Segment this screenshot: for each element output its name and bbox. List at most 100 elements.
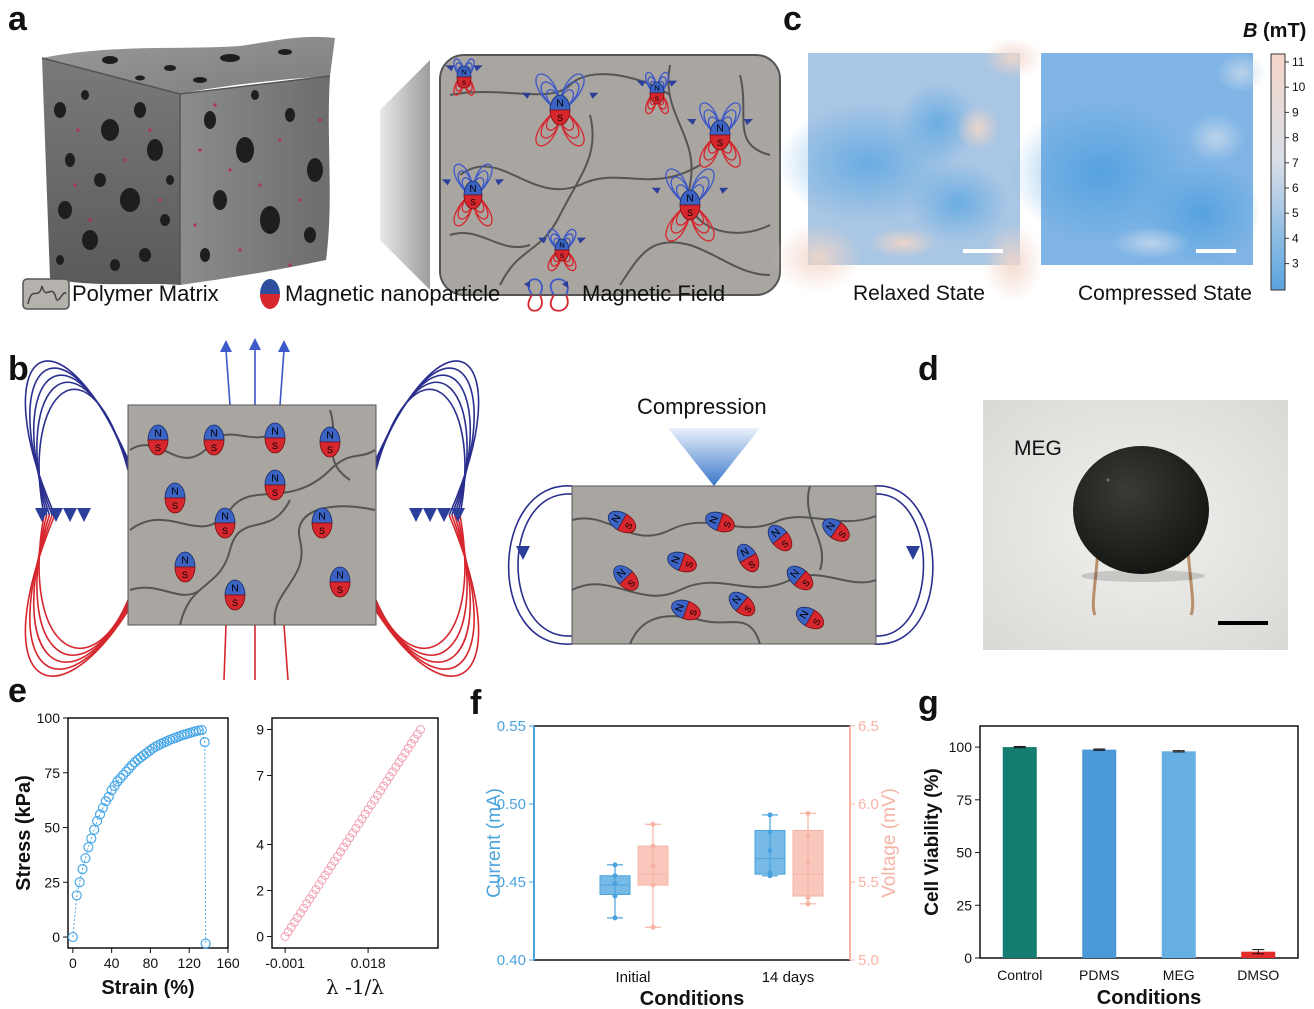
right-y-tick-label: 5.5 — [858, 874, 879, 891]
field-line-left-top — [36, 381, 129, 516]
north-pole — [667, 551, 686, 571]
south-pole — [214, 522, 236, 539]
data-point — [612, 873, 618, 879]
data-point — [805, 860, 811, 866]
legend-field-label: Magnetic Field — [582, 281, 726, 306]
legend-nanoparticle-label: Magnetic nanoparticle — [285, 281, 501, 306]
field-line-north — [689, 168, 715, 206]
field-arrow — [473, 65, 483, 72]
south-pole — [329, 581, 351, 598]
north-label: N — [559, 241, 565, 250]
south-pole — [203, 439, 225, 456]
cell-viability-bar-chart: 0 25 50 75 100 Cell Viability (%) Conditions Co… — [922, 725, 1299, 1009]
nanoparticle-legend-icon — [260, 279, 280, 309]
field-line-south — [699, 134, 721, 168]
north-pole — [264, 422, 286, 439]
x-tick-label: 80 — [143, 955, 159, 971]
stress-strain-line — [72, 729, 207, 944]
category-label: Initial — [615, 969, 650, 986]
data-point — [767, 848, 773, 854]
north-pole — [607, 510, 628, 531]
south-label: S — [272, 441, 278, 451]
magnetic-nanoparticle: NS — [607, 510, 637, 534]
south-label: S — [272, 488, 278, 498]
y-tick-label: 4 — [256, 837, 264, 853]
current-voltage-boxplot: 0.40 0.45 0.50 0.55 5.0 5.5 6.0 6.5 Current (mA)… — [484, 718, 900, 1009]
magnetic-nanoparticle: NS — [822, 518, 850, 542]
data-point — [767, 870, 773, 876]
north-label: N — [326, 430, 334, 442]
panel-label-d: d — [918, 350, 939, 388]
south-pole — [739, 552, 760, 573]
north-label: N — [181, 555, 189, 567]
y-tick-label: 0 — [964, 950, 972, 966]
north-label: N — [673, 602, 687, 613]
data-point — [323, 866, 333, 876]
north-label: N — [210, 428, 218, 440]
plot-frame — [271, 717, 439, 949]
south-label: S — [327, 445, 333, 455]
data-point — [339, 842, 349, 852]
south-label: S — [319, 526, 325, 536]
south-label: S — [688, 608, 699, 617]
magnetic-nanoparticle: NS — [164, 482, 186, 514]
magnetic-nanoparticle: NS — [329, 566, 351, 598]
south-label: S — [337, 585, 343, 595]
data-point — [650, 821, 656, 827]
south-pole — [793, 570, 814, 591]
y-tick-label: 50 — [956, 845, 972, 861]
right-y-tick-label: 5.0 — [858, 952, 879, 969]
data-point — [97, 802, 109, 813]
magnetic-field-legend-icon — [524, 278, 569, 312]
data-point — [286, 922, 296, 932]
data-point — [94, 809, 106, 820]
north-pole — [319, 426, 341, 443]
field-arrow — [445, 65, 455, 72]
y-tick-label: 0 — [52, 929, 60, 945]
field-line-south — [472, 194, 493, 227]
data-point — [388, 767, 398, 777]
field-line-up — [225, 349, 231, 406]
field-arrow — [636, 80, 646, 87]
magnetic-nanoparticle: NS — [147, 424, 169, 456]
data-point — [363, 804, 373, 814]
data-point — [650, 863, 656, 869]
north-label: N — [556, 98, 564, 110]
colorbar-tick-label: 7 — [1292, 156, 1299, 170]
data-point — [805, 901, 811, 907]
magnetic-nanoparticle: NS — [224, 579, 246, 611]
north-pole — [264, 469, 286, 486]
south-pole — [174, 566, 196, 583]
south-pole — [264, 437, 286, 454]
data-point — [91, 815, 103, 827]
colorbar-tick-label: 3 — [1292, 257, 1299, 271]
colorbar-tick-label: 6 — [1292, 181, 1299, 195]
data-point — [416, 725, 426, 734]
north-pole — [649, 81, 665, 94]
field-arrow — [719, 187, 729, 194]
legend-polymer-label: Polymer Matrix — [72, 281, 219, 306]
magnetic-nanoparticle: NS — [554, 238, 570, 262]
south-pole — [224, 594, 246, 611]
colorbar-tick-label: 5 — [1292, 206, 1299, 220]
data-point — [280, 932, 290, 941]
south-label: S — [155, 443, 161, 453]
north-pole — [463, 180, 483, 196]
data-point — [805, 895, 811, 901]
south-label: S — [837, 529, 849, 540]
data-point — [409, 734, 419, 744]
south-label: S — [742, 603, 754, 614]
x-tick-label: 0 — [69, 955, 77, 971]
north-pole — [786, 565, 807, 586]
category-label: PDMS — [1079, 967, 1119, 983]
field-arrow-up — [220, 340, 232, 352]
field-arrow — [49, 508, 63, 522]
data-point — [379, 781, 389, 791]
data-point — [394, 757, 404, 767]
north-label: N — [654, 84, 660, 93]
x-tick-label: -0.001 — [265, 955, 305, 971]
data-point — [299, 903, 309, 913]
field-line-south — [665, 204, 691, 242]
y-tick-label: 50 — [44, 820, 60, 836]
